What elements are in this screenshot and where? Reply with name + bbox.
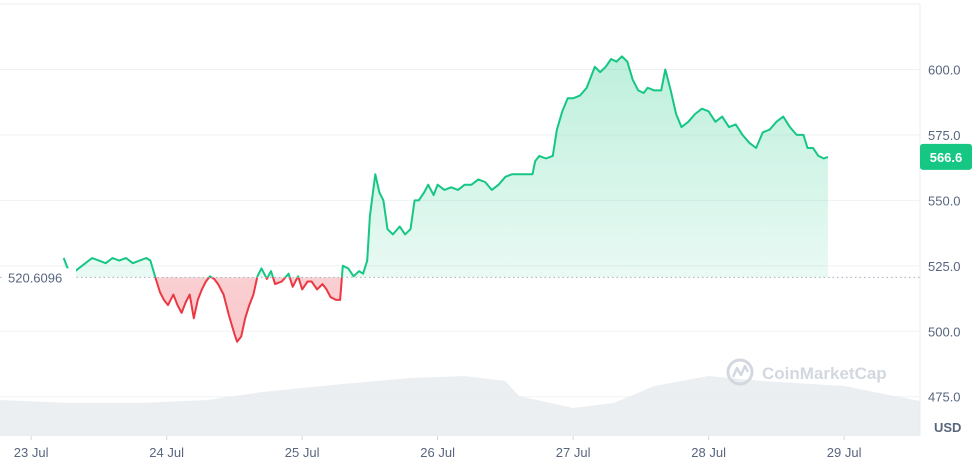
current-price-badge-bg	[920, 143, 972, 170]
volume-shape	[0, 376, 920, 436]
x-tick-label: 25 Jul	[285, 445, 320, 460]
y-tick-label: 525.0	[928, 259, 961, 274]
y-tick-label: 475.0	[928, 390, 961, 405]
y-axis: 475.0 500.0 525.0 550.0 575.0 600.0	[928, 62, 961, 404]
x-tick-label: 28 Jul	[691, 445, 726, 460]
price-line-down	[154, 277, 343, 343]
x-tick-label: 29 Jul	[827, 445, 862, 460]
y-tick-label: 550.0	[928, 193, 961, 208]
price-line-up	[62, 55, 829, 278]
x-tick-label: 23 Jul	[14, 445, 49, 460]
reference-price-label-bg	[4, 268, 76, 287]
volume-area	[0, 376, 920, 436]
y-tick-label: 575.0	[928, 128, 961, 143]
currency-unit: USD	[934, 420, 961, 435]
current-price-value: 566.6	[930, 150, 963, 165]
x-tick-label: 24 Jul	[149, 445, 184, 460]
watermark: CoinMarketCap	[726, 358, 887, 386]
current-price-badge: 566.6	[920, 143, 972, 170]
reference-price-label: 520.6096	[8, 270, 62, 285]
area-above-reference	[63, 56, 828, 278]
x-tick-label: 27 Jul	[556, 445, 591, 460]
y-tick-label: 500.0	[928, 324, 961, 339]
x-axis: 23 Jul 24 Jul 25 Jul 26 Jul 27 Jul 28 Jul 29 J…	[14, 436, 862, 460]
y-tick-label: 600.0	[928, 62, 961, 77]
price-series	[62, 55, 829, 343]
x-tick-label: 26 Jul	[420, 445, 455, 460]
coinmarketcap-logo-icon	[726, 358, 754, 386]
watermark-text: CoinMarketCap	[762, 364, 887, 383]
coinmarketcap-logo-wave	[731, 364, 750, 378]
